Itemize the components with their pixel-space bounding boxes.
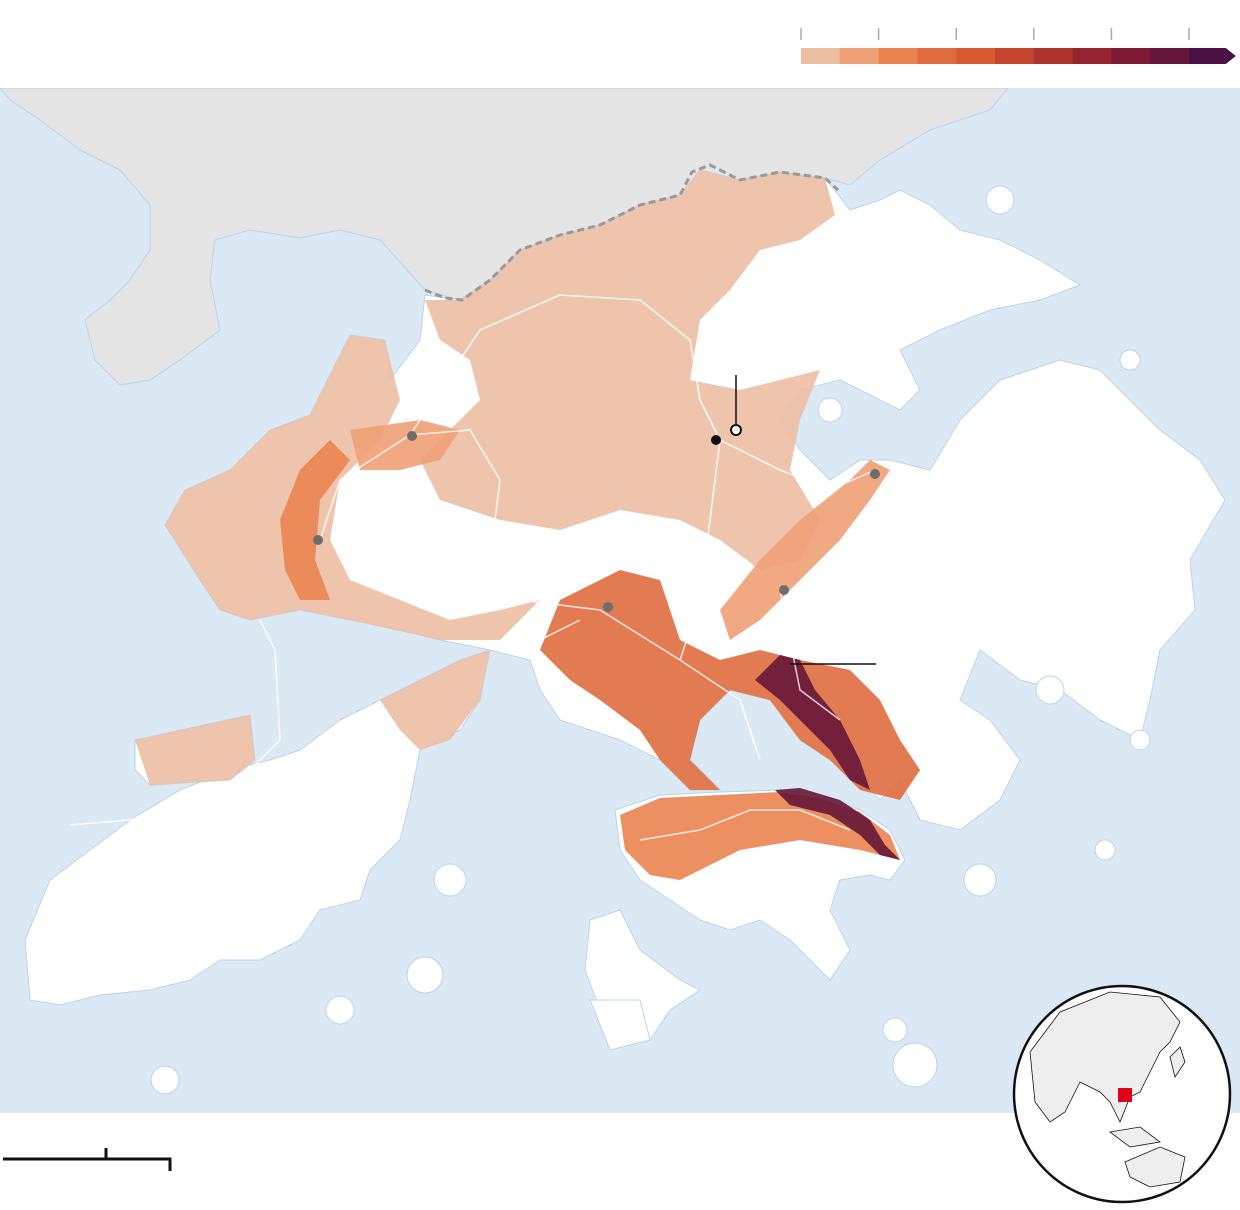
road bbox=[69, 619, 281, 826]
road bbox=[409, 294, 876, 491]
island bbox=[892, 1042, 938, 1088]
legend-bin bbox=[878, 48, 918, 64]
legend-ticks bbox=[800, 28, 1190, 40]
road bbox=[679, 439, 721, 661]
heat-zone-hotspot-island bbox=[775, 788, 900, 860]
island bbox=[150, 1065, 180, 1095]
legend-bin bbox=[917, 48, 957, 64]
heat-zone-hotspot-kowloon bbox=[755, 655, 870, 790]
heat-zone-tuen-mun bbox=[280, 440, 350, 600]
island bbox=[1035, 675, 1065, 705]
island bbox=[325, 995, 355, 1025]
heat-zone-west bbox=[165, 335, 540, 640]
legend-bins bbox=[801, 48, 1236, 64]
island bbox=[1129, 729, 1151, 751]
legend-bin bbox=[995, 48, 1035, 64]
island bbox=[882, 1017, 908, 1043]
asia-continent bbox=[1029, 991, 1181, 1123]
island bbox=[963, 863, 997, 897]
legend-bin bbox=[1033, 48, 1074, 64]
lantau-island bbox=[24, 649, 491, 1006]
heat-zone-lantau bbox=[135, 650, 490, 785]
legend-bin bbox=[1150, 48, 1190, 64]
australia bbox=[1124, 1146, 1186, 1188]
town-marker bbox=[603, 602, 613, 612]
town-marker bbox=[313, 535, 323, 545]
road bbox=[499, 619, 581, 651]
legend-bin bbox=[1072, 48, 1112, 64]
road bbox=[779, 589, 841, 721]
indonesia bbox=[1109, 1126, 1161, 1148]
japan bbox=[1169, 1046, 1186, 1078]
legend-bin bbox=[1189, 48, 1236, 64]
island bbox=[985, 185, 1015, 215]
hong-kong-highlight bbox=[1118, 1088, 1132, 1102]
legend-bin bbox=[1111, 48, 1151, 64]
heat-zone-north bbox=[420, 170, 835, 570]
legend-bin bbox=[956, 48, 996, 64]
station-marker bbox=[711, 435, 721, 445]
road bbox=[319, 429, 761, 761]
town-marker bbox=[407, 431, 417, 441]
road-network bbox=[69, 294, 876, 841]
town-marker bbox=[779, 585, 789, 595]
island bbox=[406, 956, 444, 994]
island bbox=[1094, 839, 1116, 861]
locator-globe bbox=[1012, 984, 1232, 1204]
boundary-line bbox=[424, 163, 840, 302]
heat-map bbox=[0, 88, 1240, 1113]
island bbox=[433, 863, 467, 897]
legend-bin bbox=[801, 48, 841, 64]
legend-bin bbox=[839, 48, 880, 64]
road bbox=[639, 809, 851, 841]
heat-zone-tseung-kwan-o bbox=[720, 460, 890, 640]
lamma-south bbox=[589, 999, 651, 1051]
open-station-marker bbox=[730, 424, 742, 436]
heat-overlay bbox=[135, 170, 920, 880]
town-marker bbox=[870, 469, 880, 479]
island bbox=[817, 397, 843, 423]
island bbox=[1119, 349, 1141, 371]
color-legend bbox=[800, 28, 1236, 64]
markers bbox=[313, 375, 880, 665]
scale-bar bbox=[3, 1148, 172, 1171]
